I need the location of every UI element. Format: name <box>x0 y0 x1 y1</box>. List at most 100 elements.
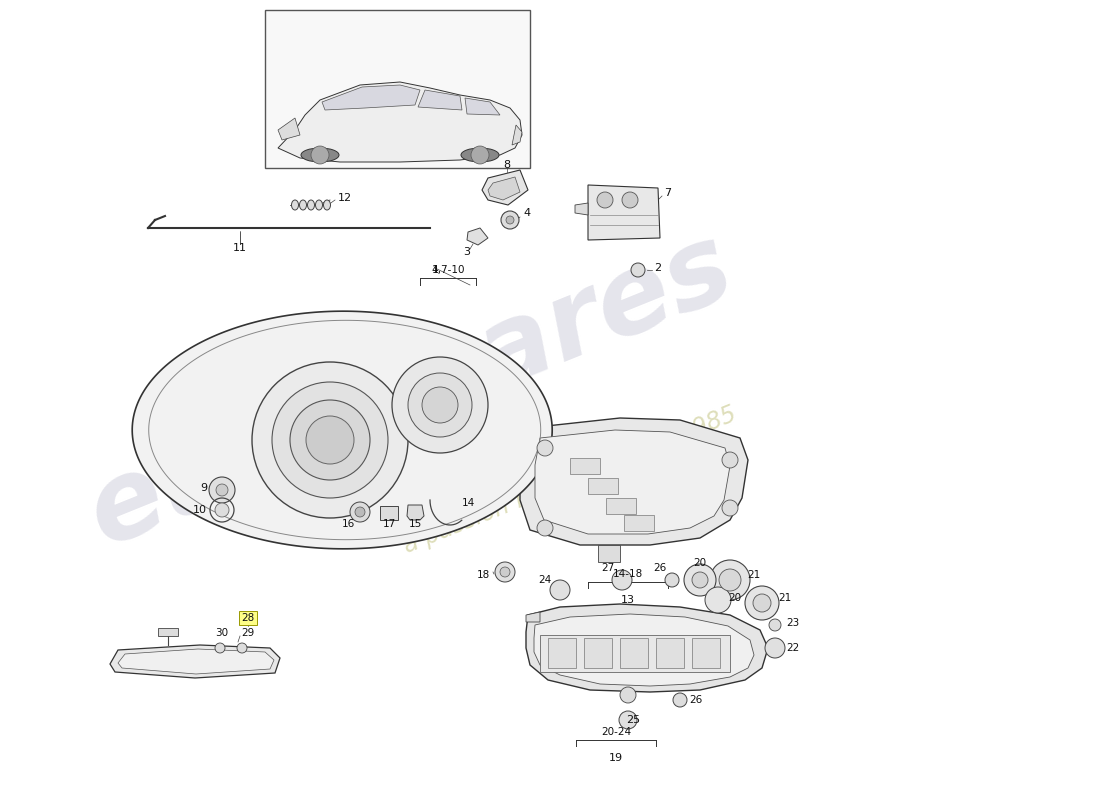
Polygon shape <box>575 203 589 215</box>
Text: 29: 29 <box>241 628 254 638</box>
Circle shape <box>500 211 519 229</box>
Text: 12: 12 <box>338 193 352 203</box>
Polygon shape <box>540 635 730 672</box>
Circle shape <box>597 192 613 208</box>
Text: 20-24: 20-24 <box>601 727 631 737</box>
Text: 10: 10 <box>192 505 207 515</box>
Polygon shape <box>526 604 768 692</box>
Circle shape <box>495 562 515 582</box>
Circle shape <box>209 477 235 503</box>
Text: a passion for parts since 1985: a passion for parts since 1985 <box>400 402 740 558</box>
Polygon shape <box>132 311 552 549</box>
Polygon shape <box>620 638 648 668</box>
Circle shape <box>290 400 370 480</box>
Polygon shape <box>548 638 576 668</box>
Text: 26: 26 <box>690 695 703 705</box>
Text: 28: 28 <box>241 613 254 623</box>
Circle shape <box>769 619 781 631</box>
Text: 17: 17 <box>383 519 396 529</box>
Circle shape <box>612 570 632 590</box>
Circle shape <box>252 362 408 518</box>
Polygon shape <box>692 638 720 668</box>
Text: 13: 13 <box>621 595 635 605</box>
Circle shape <box>722 452 738 468</box>
Text: 23: 23 <box>786 618 800 628</box>
Circle shape <box>350 502 370 522</box>
Polygon shape <box>278 118 300 140</box>
Text: 16: 16 <box>341 519 354 529</box>
Polygon shape <box>482 170 528 205</box>
Circle shape <box>620 687 636 703</box>
Circle shape <box>684 564 716 596</box>
Polygon shape <box>570 458 600 474</box>
Circle shape <box>422 387 458 423</box>
Text: 9: 9 <box>200 483 207 493</box>
Circle shape <box>216 484 228 496</box>
Polygon shape <box>110 645 280 678</box>
Circle shape <box>705 587 732 613</box>
Text: 26: 26 <box>653 563 667 573</box>
Ellipse shape <box>299 200 307 210</box>
Polygon shape <box>656 638 684 668</box>
Circle shape <box>722 500 738 516</box>
Text: 7: 7 <box>664 188 672 198</box>
Text: 24: 24 <box>538 575 551 585</box>
Text: 15: 15 <box>408 519 421 529</box>
Polygon shape <box>588 478 618 494</box>
Polygon shape <box>118 649 274 674</box>
Ellipse shape <box>316 200 322 210</box>
Polygon shape <box>534 614 754 686</box>
Ellipse shape <box>308 200 315 210</box>
Text: 20: 20 <box>693 558 706 568</box>
Polygon shape <box>322 85 420 110</box>
Text: 18: 18 <box>476 570 490 580</box>
Circle shape <box>272 382 388 498</box>
Text: 3: 3 <box>463 247 471 257</box>
Polygon shape <box>488 177 520 200</box>
Polygon shape <box>512 125 522 145</box>
Circle shape <box>537 520 553 536</box>
Ellipse shape <box>461 148 499 162</box>
Text: 21: 21 <box>779 593 792 603</box>
Text: 25: 25 <box>626 715 640 725</box>
Text: 1: 1 <box>431 265 439 275</box>
Text: 22: 22 <box>786 643 800 653</box>
Circle shape <box>631 263 645 277</box>
Polygon shape <box>158 628 178 636</box>
Circle shape <box>692 572 708 588</box>
Text: 19: 19 <box>609 753 623 763</box>
Text: 14-18: 14-18 <box>613 569 644 579</box>
Circle shape <box>408 373 472 437</box>
FancyBboxPatch shape <box>265 10 530 168</box>
Circle shape <box>764 638 785 658</box>
Ellipse shape <box>301 148 339 162</box>
Text: eurospares: eurospares <box>73 213 748 567</box>
Polygon shape <box>468 228 488 245</box>
Text: 2: 2 <box>654 263 661 273</box>
Polygon shape <box>606 498 636 514</box>
Circle shape <box>673 693 688 707</box>
Polygon shape <box>465 98 501 115</box>
Text: 20: 20 <box>728 593 741 603</box>
Circle shape <box>355 507 365 517</box>
Circle shape <box>214 643 225 653</box>
Text: 30: 30 <box>216 628 229 638</box>
Circle shape <box>537 440 553 456</box>
Ellipse shape <box>292 200 298 210</box>
Polygon shape <box>598 545 620 562</box>
Polygon shape <box>407 505 424 520</box>
Circle shape <box>550 580 570 600</box>
Text: 21: 21 <box>747 570 760 580</box>
Circle shape <box>754 594 771 612</box>
Circle shape <box>619 711 637 729</box>
Circle shape <box>306 416 354 464</box>
Circle shape <box>710 560 750 600</box>
Circle shape <box>392 357 488 453</box>
Circle shape <box>666 573 679 587</box>
Text: 4: 4 <box>524 208 530 218</box>
Text: 4,7-10: 4,7-10 <box>431 265 464 275</box>
Circle shape <box>719 569 741 591</box>
Circle shape <box>506 216 514 224</box>
Polygon shape <box>588 185 660 240</box>
Polygon shape <box>535 430 730 534</box>
